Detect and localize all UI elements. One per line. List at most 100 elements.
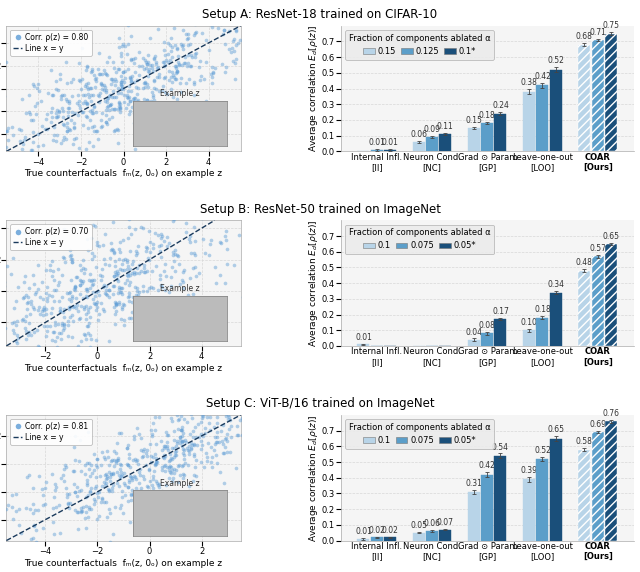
Point: [92, 127, 102, 136]
Point: [124, 314, 134, 323]
Point: [184, 74, 195, 83]
Point: [151, 456, 161, 466]
Point: [52, 343, 63, 352]
Point: [125, 463, 135, 472]
Point: [122, 271, 132, 280]
Text: 0.24: 0.24: [492, 101, 509, 110]
Point: [95, 89, 105, 98]
Legend: 0.15, 0.125, 0.1*: 0.15, 0.125, 0.1*: [345, 30, 494, 59]
Point: [40, 499, 51, 509]
Point: [156, 437, 166, 446]
Point: [205, 425, 215, 434]
Point: [69, 124, 79, 133]
Point: [50, 318, 60, 327]
Point: [197, 411, 207, 420]
Point: [74, 144, 84, 153]
Point: [100, 110, 111, 120]
Point: [40, 332, 51, 341]
Point: [129, 268, 139, 277]
Point: [212, 432, 222, 442]
Point: [89, 345, 99, 354]
Point: [129, 93, 140, 102]
Point: [179, 59, 189, 68]
Point: [40, 124, 51, 133]
Point: [177, 462, 188, 471]
Text: 0.65: 0.65: [602, 232, 620, 241]
Point: [236, 35, 246, 45]
Point: [154, 413, 164, 422]
Point: [35, 349, 45, 358]
Point: [58, 112, 68, 121]
Point: [47, 335, 57, 344]
Point: [136, 445, 146, 454]
Point: [136, 514, 147, 523]
Point: [83, 427, 93, 436]
Point: [85, 331, 95, 340]
Point: [229, 34, 239, 43]
Point: [159, 444, 170, 453]
Point: [204, 439, 214, 448]
Point: [119, 479, 129, 488]
Point: [198, 199, 208, 208]
Point: [104, 460, 114, 470]
Point: [243, 288, 253, 297]
Point: [86, 281, 97, 290]
Point: [234, 231, 244, 240]
Point: [81, 335, 92, 344]
Bar: [495, 456, 506, 541]
Point: [200, 58, 211, 67]
Point: [90, 300, 100, 309]
Point: [173, 407, 183, 416]
Point: [80, 97, 90, 106]
Point: [182, 291, 193, 300]
Point: [167, 392, 177, 402]
Point: [178, 448, 188, 457]
Point: [120, 278, 130, 287]
Point: [126, 489, 136, 498]
Point: [110, 74, 120, 84]
Point: [41, 114, 51, 124]
Point: [81, 284, 92, 293]
Point: [0, 563, 7, 572]
Point: [100, 117, 111, 126]
Point: [167, 263, 177, 272]
Point: [342, 362, 353, 371]
Point: [154, 69, 164, 78]
Point: [101, 70, 111, 79]
Point: [79, 329, 89, 339]
Point: [34, 303, 44, 312]
Point: [205, 240, 215, 249]
Point: [47, 113, 57, 122]
Point: [141, 243, 152, 252]
Point: [124, 297, 134, 306]
Point: [22, 298, 32, 307]
Point: [113, 255, 124, 264]
Point: [175, 435, 185, 444]
Point: [106, 79, 116, 88]
Point: [28, 80, 38, 89]
Point: [33, 129, 43, 138]
Point: [172, 44, 182, 53]
Point: [148, 475, 158, 484]
Point: [42, 309, 52, 319]
Point: [151, 261, 161, 270]
Text: 0.09: 0.09: [424, 125, 440, 134]
Point: [58, 91, 68, 100]
Point: [186, 439, 196, 448]
Point: [68, 118, 79, 128]
Point: [196, 417, 206, 426]
Point: [170, 246, 180, 255]
Point: [107, 113, 117, 122]
Point: [109, 297, 120, 307]
Point: [123, 93, 133, 102]
Point: [104, 92, 114, 101]
Point: [111, 448, 121, 457]
Point: [0, 314, 6, 323]
Point: [214, 271, 225, 280]
Point: [67, 293, 77, 303]
Point: [184, 442, 194, 451]
Point: [165, 449, 175, 458]
Point: [27, 145, 37, 154]
Point: [244, 367, 254, 376]
Point: [0, 92, 9, 101]
